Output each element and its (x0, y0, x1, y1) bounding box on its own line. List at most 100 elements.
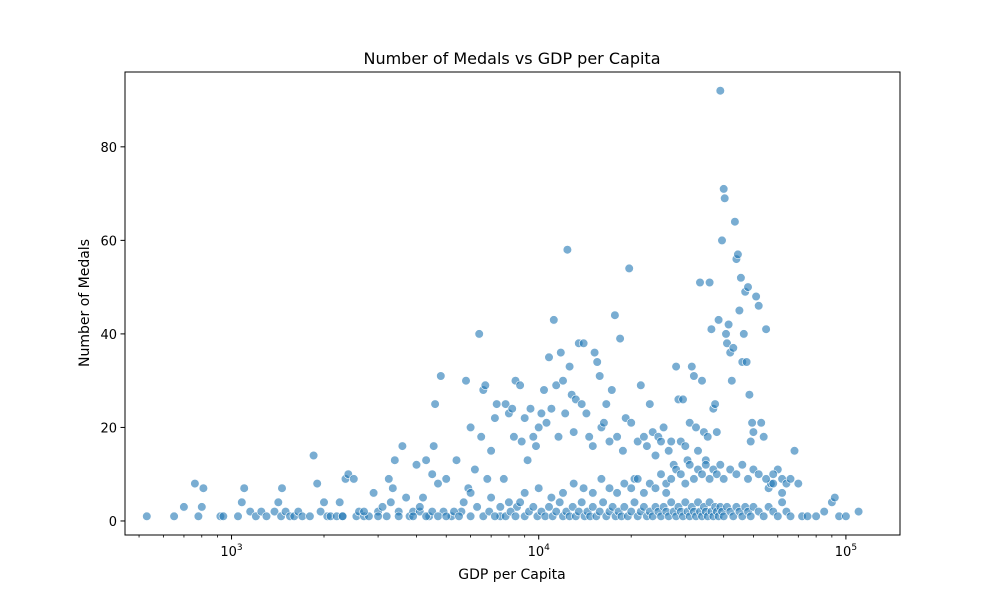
data-point (743, 282, 753, 292)
data-point (562, 245, 573, 255)
data-point (693, 446, 703, 456)
data-point (261, 511, 272, 521)
data-point (528, 432, 538, 442)
data-point (666, 474, 676, 484)
data-point (429, 441, 439, 451)
data-point (768, 469, 778, 479)
data-point (415, 502, 425, 512)
data-point (697, 376, 707, 386)
data-point (666, 497, 676, 507)
data-point (830, 493, 840, 503)
data-point (239, 483, 249, 493)
data-point (495, 502, 505, 512)
data-point (504, 497, 514, 507)
data-point (349, 474, 359, 484)
data-point (588, 488, 598, 498)
y-axis: 0 20 40 60 80 (100, 141, 125, 530)
data-point (564, 362, 575, 372)
data-point (610, 310, 620, 320)
data-point (746, 511, 756, 521)
data-point (650, 450, 661, 461)
x-tick-label: 104 (528, 543, 551, 560)
data-point (592, 357, 602, 367)
data-point (736, 273, 746, 283)
data-point (710, 399, 720, 409)
data-point (728, 511, 738, 521)
data-point (466, 488, 476, 498)
data-point (528, 502, 538, 512)
data-point (719, 184, 729, 194)
x-axis: 103 104 105 (138, 535, 857, 560)
data-point (746, 436, 756, 447)
data-point (853, 507, 864, 517)
data-point (680, 497, 690, 507)
data-point (269, 507, 280, 517)
data-point (560, 408, 570, 419)
data-point (819, 507, 829, 517)
x-tick-label: 103 (220, 543, 242, 560)
data-point (629, 497, 640, 507)
data-point (703, 432, 713, 442)
data-point (596, 474, 607, 484)
data-point (754, 301, 764, 311)
data-point (551, 507, 561, 517)
data-point (689, 474, 699, 484)
data-point (472, 502, 482, 512)
data-point (626, 507, 636, 517)
data-point (273, 497, 283, 507)
data-point (841, 511, 851, 521)
data-point (722, 338, 732, 348)
data-point (588, 441, 598, 451)
data-point (459, 497, 469, 507)
data-point (719, 511, 729, 521)
data-point (671, 362, 681, 372)
data-point (619, 479, 629, 489)
data-point (411, 460, 422, 470)
data-point (701, 460, 711, 470)
data-point (633, 474, 643, 484)
data-point (748, 427, 759, 437)
data-point (607, 385, 617, 395)
data-point (713, 315, 724, 325)
data-point (433, 511, 443, 521)
data-point (759, 432, 769, 442)
data-point (719, 474, 729, 484)
data-point (595, 371, 605, 381)
data-point (624, 263, 634, 274)
data-point (569, 427, 579, 437)
data-point (811, 511, 821, 521)
data-point (723, 319, 734, 330)
data-point (501, 399, 511, 409)
data-point (509, 432, 519, 442)
data-point (645, 399, 655, 409)
data-point (664, 446, 674, 456)
data-point (704, 277, 715, 288)
data-point (618, 446, 628, 456)
data-point (793, 479, 803, 489)
data-point (785, 474, 796, 484)
data-point (656, 469, 666, 479)
data-point (639, 488, 649, 498)
data-point (193, 511, 203, 521)
data-point (689, 371, 699, 381)
data-point (761, 324, 771, 334)
data-point (316, 507, 326, 517)
y-axis-label: Number of Medals (77, 239, 93, 367)
data-point (558, 488, 568, 498)
data-point (759, 511, 769, 521)
data-point (190, 479, 200, 489)
data-point (676, 469, 686, 479)
x-tick-label: 105 (835, 543, 857, 560)
data-point (721, 329, 731, 339)
data-point (733, 249, 743, 259)
data-point (461, 376, 471, 386)
data-point (730, 217, 740, 227)
data-point (515, 380, 525, 390)
data-point (408, 511, 418, 521)
data-point (706, 324, 717, 334)
y-tick-label: 40 (100, 328, 117, 343)
data-point (142, 511, 152, 521)
data-point (558, 376, 568, 386)
data-point (179, 502, 189, 512)
